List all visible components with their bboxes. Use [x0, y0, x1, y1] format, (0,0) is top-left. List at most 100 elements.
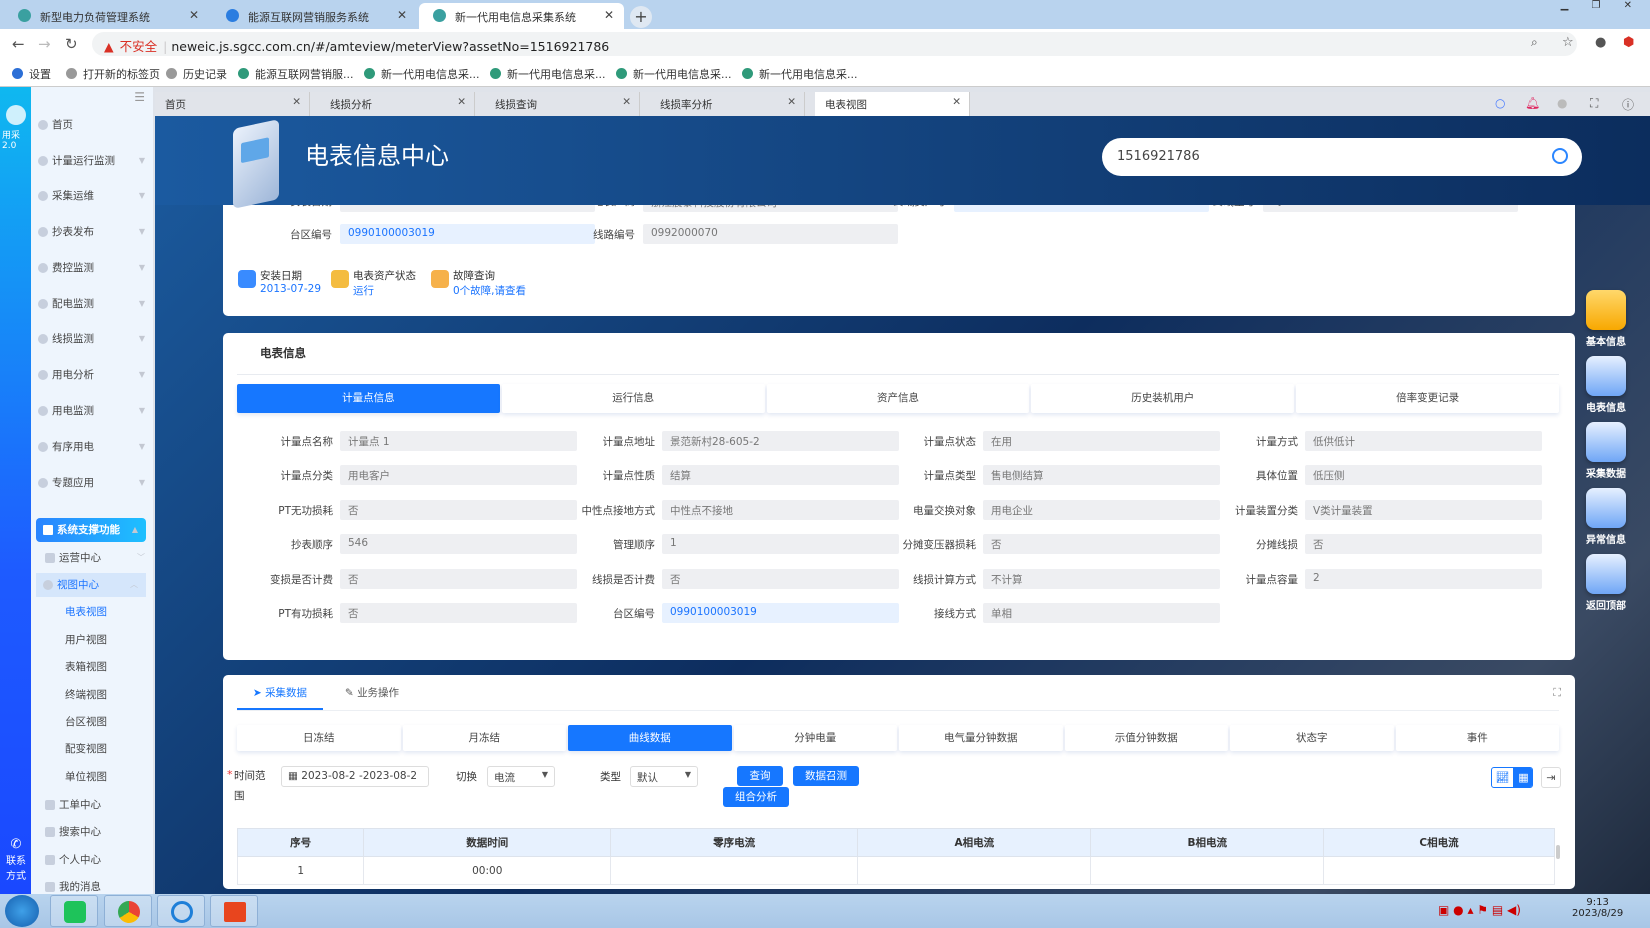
column-header[interactable]: 数据时间: [363, 828, 612, 857]
sidebar-item[interactable]: 首页: [31, 113, 153, 137]
table-row[interactable]: 1 00:00: [236, 856, 1555, 885]
column-header[interactable]: A相电流: [857, 828, 1092, 857]
quick-value[interactable]: 0个故障,请查看: [453, 285, 527, 297]
sidebar-item[interactable]: 线损监测 ▼: [31, 327, 153, 351]
sidebar-item[interactable]: 电表视图: [31, 600, 153, 624]
sidebar-item[interactable]: 单位视图: [31, 765, 153, 789]
sidebar-item[interactable]: 抄表发布 ▼: [31, 220, 153, 244]
data-type-tab[interactable]: 分钟电量: [733, 725, 897, 751]
bookmark-item[interactable]: 能源互联网营销服...: [238, 66, 354, 82]
meter-info-tab[interactable]: 资产信息: [766, 384, 1030, 413]
bookmark-item[interactable]: 新一代用电信息采...: [742, 66, 858, 82]
search-icon[interactable]: ○: [1495, 96, 1506, 110]
app-tab[interactable]: 线损查询 ✕: [485, 92, 640, 116]
taskbar-app[interactable]: [210, 895, 258, 927]
reload-icon[interactable]: ↻: [65, 35, 78, 53]
data-type-tab[interactable]: 曲线数据: [568, 725, 732, 751]
bookmark-item[interactable]: 新一代用电信息采...: [364, 66, 480, 82]
data-type-tab[interactable]: 电气量分钟数据: [899, 725, 1063, 751]
sidebar-item[interactable]: 终端视图: [31, 683, 153, 707]
back-icon[interactable]: ←: [12, 35, 25, 53]
browser-tab[interactable]: 能源互联网营销服务系统 ✕: [212, 3, 417, 29]
close-icon[interactable]: ✕: [188, 8, 199, 22]
collapse-menu-icon[interactable]: ☰: [134, 90, 145, 104]
chart-view-icon[interactable]: 📈︎: [1495, 771, 1510, 784]
app-tab[interactable]: 电表视图 ✕: [815, 92, 970, 116]
close-icon[interactable]: ✕: [457, 96, 466, 108]
sidebar-item[interactable]: 搜索中心: [31, 820, 153, 844]
close-icon[interactable]: ✕: [603, 8, 614, 22]
search-icon[interactable]: [1552, 148, 1568, 164]
floating-pie-chart[interactable]: 采集数据: [1583, 422, 1629, 480]
sidebar-item[interactable]: 我的消息: [31, 875, 153, 899]
sidebar-item[interactable]: 视图中心 ︿: [36, 573, 146, 597]
avatar[interactable]: ●: [1557, 96, 1568, 110]
sidebar-item[interactable]: 用户视图: [31, 628, 153, 652]
query-button[interactable]: 查询: [737, 766, 783, 786]
meter-info-tab[interactable]: 计量点信息: [237, 384, 500, 413]
scrollbar[interactable]: [1556, 845, 1560, 859]
data-type-tab[interactable]: 日冻结: [237, 725, 401, 751]
close-icon[interactable]: ✕: [622, 96, 631, 108]
close-icon[interactable]: ✕: [292, 96, 301, 108]
sidebar-item[interactable]: 专题应用 ▼: [31, 471, 153, 495]
extension-icon[interactable]: ⬢: [1623, 35, 1635, 50]
bookmark-item[interactable]: 新一代用电信息采...: [490, 66, 606, 82]
taskbar-chrome[interactable]: [104, 895, 152, 927]
forward-icon[interactable]: →: [38, 35, 51, 53]
asset-search-input[interactable]: 1516921786: [1102, 138, 1582, 176]
collect-tab[interactable]: ✎ 业务操作: [332, 685, 412, 708]
sidebar-item[interactable]: 配电监测 ▼: [31, 292, 153, 316]
profile-icon[interactable]: ●: [1595, 35, 1607, 50]
new-tab-button[interactable]: +: [630, 6, 652, 28]
sidebar-item[interactable]: 用电分析 ▼: [31, 363, 153, 387]
collect-tab[interactable]: ➤ 采集数据: [237, 685, 323, 710]
zoom-icon[interactable]: ⌕: [1531, 35, 1538, 49]
bookmark-item[interactable]: 打开新的标签页: [66, 66, 160, 82]
meter-info-tab[interactable]: 倍率变更记录: [1296, 384, 1559, 413]
data-type-tab[interactable]: 事件: [1395, 725, 1559, 751]
sidebar-item[interactable]: 计量运行监测 ▼: [31, 149, 153, 173]
data-type-tab[interactable]: 月冻结: [402, 725, 566, 751]
sidebar-item[interactable]: 台区视图: [31, 710, 153, 734]
taskbar-ie[interactable]: [157, 895, 205, 927]
app-tab[interactable]: 线损率分析 ✕: [650, 92, 805, 116]
data-type-tab[interactable]: 示值分钟数据: [1064, 725, 1228, 751]
sidebar-item[interactable]: 费控监测 ▼: [31, 256, 153, 280]
sidebar-item[interactable]: 表箱视图: [31, 655, 153, 679]
sidebar-item[interactable]: 有序用电 ▼: [31, 435, 153, 459]
floating-back-to-top[interactable]: 返回顶部: [1583, 554, 1629, 612]
export-icon[interactable]: ⇥: [1541, 767, 1561, 788]
sidebar-item[interactable]: 运营中心 ﹀: [31, 546, 153, 570]
sidebar-item[interactable]: 采集运维 ▼: [31, 184, 153, 208]
tray-icons[interactable]: ▣ ● ▴ ⚑ ▤ ◀): [1438, 903, 1521, 917]
sidebar-item[interactable]: 用电监测 ▼: [31, 399, 153, 423]
column-header[interactable]: B相电流: [1090, 828, 1325, 857]
browser-tab-active[interactable]: 新一代用电信息采集系统 ✕: [419, 3, 624, 29]
floating-alert-list[interactable]: 异常信息: [1583, 488, 1629, 546]
floating-layers[interactable]: 基本信息: [1583, 290, 1629, 348]
bookmark-item[interactable]: 历史记录: [166, 66, 227, 82]
combined-analysis-button[interactable]: 组合分析: [723, 787, 789, 807]
help-icon[interactable]: ⓘ: [1622, 98, 1635, 112]
fullscreen-icon[interactable]: ⛶: [1590, 96, 1599, 110]
app-tab[interactable]: 首页 ✕: [155, 92, 310, 116]
bookmark-item[interactable]: 设置: [12, 66, 51, 82]
sidebar-item[interactable]: 工单中心: [31, 793, 153, 817]
sidebar-section-system-support[interactable]: 系统支撑功能 ▲: [36, 518, 146, 542]
data-recall-button[interactable]: 数据召测: [793, 766, 859, 786]
table-view-icon[interactable]: ▦: [1513, 768, 1532, 787]
close-icon[interactable]: ✕: [787, 96, 796, 108]
column-header[interactable]: C相电流: [1323, 828, 1555, 857]
column-header[interactable]: 序号: [236, 828, 365, 857]
floating-meter[interactable]: 电表信息: [1583, 356, 1629, 414]
meter-info-tab[interactable]: 历史装机用户: [1031, 384, 1295, 413]
bookmark-item[interactable]: 新一代用电信息采...: [616, 66, 732, 82]
meter-info-tab[interactable]: 运行信息: [501, 384, 765, 413]
quick-info-2[interactable]: 故障查询 0个故障,请查看: [431, 268, 527, 298]
sidebar-item[interactable]: 配变视图: [31, 737, 153, 761]
sidebar-item[interactable]: 个人中心: [31, 848, 153, 872]
type-select[interactable]: 默认 ▼: [630, 766, 698, 787]
star-icon[interactable]: ☆: [1562, 35, 1574, 50]
contact-button[interactable]: ✆ 联系方式: [2, 837, 30, 882]
